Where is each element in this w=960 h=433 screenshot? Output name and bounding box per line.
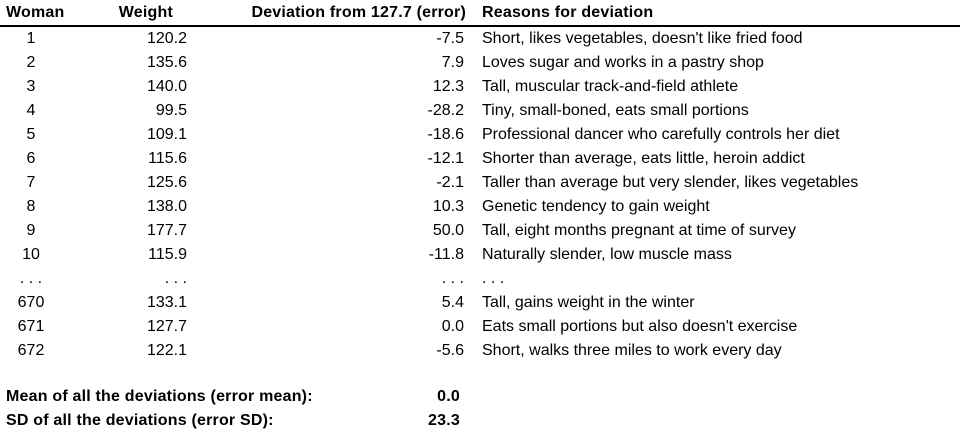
cell-weight: 115.9 — [148, 246, 187, 263]
table-body: 1 120.2 -7.5 Short, likes vegetables, do… — [0, 26, 960, 363]
cell-woman-number: 670 — [17, 294, 45, 311]
cell-deviation: -11.8 — [428, 246, 464, 263]
cell-woman-number: 4 — [26, 102, 36, 119]
table-header-row: Woman Weight Deviation from 127.7 (error… — [0, 1, 960, 27]
table-row: 670 133.1 5.4 Tall, gains weight in the … — [0, 291, 960, 315]
cell-reason: Taller than average but very slender, li… — [482, 174, 859, 191]
cell-woman-number: 10 — [22, 246, 40, 263]
cell-reason: Eats small portions but also doesn't exe… — [482, 318, 798, 335]
cell-woman-number: 3 — [26, 78, 36, 95]
cell-deviation: 12.3 — [432, 78, 464, 95]
cell-woman-number: 5 — [26, 126, 36, 143]
cell-woman-number: . . . — [19, 270, 43, 287]
table-row: 6 115.6 -12.1 Shorter than average, eats… — [0, 147, 960, 171]
cell-woman-number: 1 — [26, 30, 36, 47]
cell-reason: Genetic tendency to gain weight — [482, 198, 710, 215]
table-row: 8 138.0 10.3 Genetic tendency to gain we… — [0, 195, 960, 219]
cell-woman-number: 6 — [26, 150, 36, 167]
table-row: 672 122.1 -5.6 Short, walks three miles … — [0, 339, 960, 363]
summary-label: SD of all the deviations (error SD): — [6, 412, 274, 429]
column-header-woman: Woman — [0, 1, 64, 27]
table-row: 9 177.7 50.0 Tall, eight months pregnant… — [0, 219, 960, 243]
table-row: 5 109.1 -18.6 Professional dancer who ca… — [0, 123, 960, 147]
summary-value: 0.0 — [437, 388, 460, 405]
cell-woman-number: 9 — [26, 222, 36, 239]
summary-row: SD of all the deviations (error SD): 23.… — [0, 409, 960, 433]
cell-reason: Tall, gains weight in the winter — [482, 294, 695, 311]
table-row: 2 135.6 7.9 Loves sugar and works in a p… — [0, 51, 960, 75]
summary-section: Mean of all the deviations (error mean):… — [0, 385, 960, 433]
column-header-deviation: Deviation from 127.7 (error) — [187, 1, 466, 27]
deviation-table: Woman Weight Deviation from 127.7 (error… — [0, 1, 960, 363]
cell-woman-number: 2 — [26, 54, 36, 71]
cell-weight: 120.2 — [146, 30, 187, 47]
cell-weight: 122.1 — [146, 342, 187, 359]
table-row: 671 127.7 0.0 Eats small portions but al… — [0, 315, 960, 339]
table-row: 10 115.9 -11.8 Naturally slender, low mu… — [0, 243, 960, 267]
cell-deviation: -12.1 — [427, 150, 464, 167]
cell-weight: 99.5 — [155, 102, 187, 119]
table-row: 3 140.0 12.3 Tall, muscular track-and-fi… — [0, 75, 960, 99]
cell-reason: Shorter than average, eats little, heroi… — [482, 150, 805, 167]
cell-woman-number: 672 — [17, 342, 45, 359]
cell-reason: Loves sugar and works in a pastry shop — [482, 54, 764, 71]
cell-deviation: 7.9 — [441, 54, 464, 71]
cell-deviation: -2.1 — [436, 174, 464, 191]
cell-weight: . . . — [164, 270, 187, 287]
cell-deviation: 50.0 — [432, 222, 464, 239]
cell-deviation: -5.6 — [436, 342, 464, 359]
cell-weight: 138.0 — [146, 198, 187, 215]
cell-reason: Professional dancer who carefully contro… — [482, 126, 840, 143]
table-row: 1 120.2 -7.5 Short, likes vegetables, do… — [0, 26, 960, 51]
cell-reason: Short, likes vegetables, doesn't like fr… — [482, 30, 803, 47]
cell-weight: 133.1 — [146, 294, 187, 311]
summary-label: Mean of all the deviations (error mean): — [6, 388, 313, 405]
cell-woman-number: 8 — [26, 198, 36, 215]
cell-weight: 115.6 — [148, 150, 187, 167]
cell-weight: 177.7 — [146, 222, 187, 239]
cell-weight: 109.1 — [146, 126, 187, 143]
cell-deviation: 0.0 — [441, 318, 464, 335]
table-row: 7 125.6 -2.1 Taller than average but ver… — [0, 171, 960, 195]
cell-deviation: 5.4 — [441, 294, 464, 311]
cell-reason: Short, walks three miles to work every d… — [482, 342, 782, 359]
cell-reason: Naturally slender, low muscle mass — [482, 246, 732, 263]
cell-woman-number: 671 — [17, 318, 45, 335]
cell-deviation: -7.5 — [436, 30, 464, 47]
table-row: 4 99.5 -28.2 Tiny, small-boned, eats sma… — [0, 99, 960, 123]
table-row: . . . . . . . . . . . . — [0, 267, 960, 291]
cell-weight: 135.6 — [146, 54, 187, 71]
cell-deviation: . . . — [441, 270, 464, 287]
cell-woman-number: 7 — [26, 174, 36, 191]
cell-reason: . . . — [482, 270, 505, 287]
column-header-reasons: Reasons for deviation — [466, 1, 960, 27]
cell-weight: 140.0 — [146, 78, 187, 95]
cell-deviation: -18.6 — [427, 126, 464, 143]
cell-reason: Tall, muscular track-and-field athlete — [482, 78, 739, 95]
column-header-weight: Weight — [62, 1, 187, 27]
cell-deviation: 10.3 — [432, 198, 464, 215]
cell-weight: 127.7 — [146, 318, 187, 335]
cell-reason: Tiny, small-boned, eats small portions — [482, 102, 749, 119]
cell-deviation: -28.2 — [427, 102, 464, 119]
cell-reason: Tall, eight months pregnant at time of s… — [482, 222, 796, 239]
summary-value: 23.3 — [428, 412, 460, 429]
cell-weight: 125.6 — [146, 174, 187, 191]
summary-row: Mean of all the deviations (error mean):… — [0, 385, 960, 409]
